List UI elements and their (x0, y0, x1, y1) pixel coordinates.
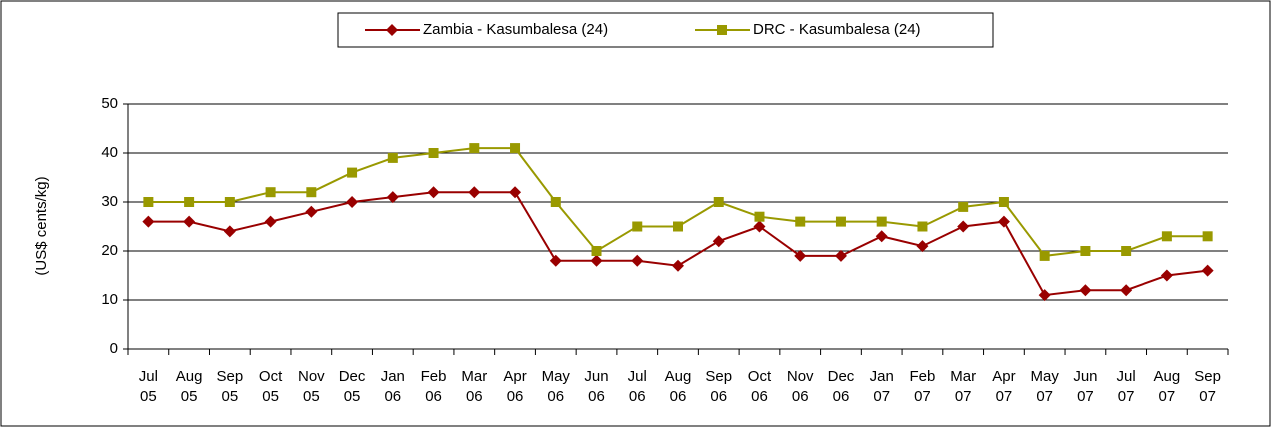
marker (142, 215, 155, 228)
marker (835, 216, 846, 227)
marker (875, 230, 888, 243)
marker (958, 201, 969, 212)
marker (1202, 231, 1213, 242)
x-tick-label: Jul 06 (627, 368, 647, 405)
x-tick-label: Aug 05 (175, 368, 203, 405)
x-tick-label: Sep 05 (216, 368, 244, 405)
marker (469, 143, 480, 154)
y-tick-label: 40 (101, 144, 118, 161)
marker (917, 221, 928, 232)
marker (1121, 246, 1132, 256)
x-tick-label: Jan 07 (869, 368, 894, 405)
marker (672, 259, 684, 272)
marker (264, 215, 277, 228)
x-tick-label: Dec 06 (827, 368, 855, 405)
marker (712, 235, 725, 248)
marker (347, 167, 358, 178)
marker (386, 191, 399, 204)
marker (1120, 284, 1133, 297)
x-tick-label: Nov 05 (297, 368, 325, 405)
marker (795, 216, 806, 227)
marker (346, 196, 359, 208)
x-tick-label: Oct 05 (258, 368, 283, 405)
marker (143, 197, 154, 207)
x-tick-label: Mar 06 (461, 368, 488, 405)
x-tick-label: Sep 06 (705, 368, 733, 405)
marker (957, 220, 970, 233)
marker (1161, 231, 1172, 242)
x-tick-label: Sep 07 (1194, 368, 1221, 405)
x-tick-label: Jan 06 (380, 368, 405, 405)
marker (1160, 269, 1173, 282)
marker (717, 25, 727, 35)
y-tick-label: 30 (101, 193, 118, 210)
x-tick-label: Oct 06 (747, 368, 772, 405)
marker (1079, 284, 1092, 297)
x-tick-label: Apr 06 (503, 368, 527, 405)
marker (916, 240, 929, 253)
marker (183, 215, 196, 228)
x-tick-label: Feb 07 (909, 368, 936, 405)
marker (387, 152, 398, 163)
marker (590, 254, 603, 267)
marker (427, 186, 440, 199)
marker (306, 187, 317, 198)
marker (265, 187, 276, 198)
x-tick-label: Mar 07 (950, 368, 977, 405)
y-axis-label: (US$ cents/kg) (33, 176, 50, 275)
marker (510, 143, 521, 154)
marker (1038, 289, 1051, 302)
marker (713, 197, 724, 207)
x-tick-label: Aug 06 (664, 368, 692, 405)
y-tick-label: 0 (110, 340, 118, 357)
x-tick-label: Jul 05 (138, 368, 158, 405)
x-tick-label: May 07 (1030, 368, 1059, 405)
marker (998, 197, 1009, 207)
legend-label: DRC - Kasumbalesa (24) (753, 21, 921, 38)
marker (834, 249, 847, 262)
marker (1201, 264, 1214, 277)
marker (754, 211, 765, 222)
marker (386, 24, 398, 36)
marker (1039, 250, 1050, 261)
x-tick-label: Nov 06 (786, 368, 814, 405)
marker (224, 197, 235, 207)
legend-box (337, 12, 994, 48)
x-tick-label: Jul 07 (1116, 368, 1136, 405)
x-tick-label: Feb 06 (420, 368, 447, 405)
marker (468, 186, 481, 199)
marker (753, 220, 766, 233)
marker (305, 205, 318, 218)
x-tick-label: May 06 (541, 368, 570, 405)
marker (549, 254, 562, 267)
marker (673, 221, 683, 232)
marker (223, 225, 236, 238)
marker (631, 254, 644, 267)
marker (509, 186, 522, 199)
marker (876, 216, 887, 227)
y-tick-label: 50 (101, 95, 118, 112)
marker (794, 249, 807, 262)
marker (997, 215, 1010, 228)
marker (1080, 246, 1091, 256)
legend-label: Zambia - Kasumbalesa (24) (423, 21, 608, 38)
y-tick-label: 10 (101, 291, 118, 308)
x-tick-label: Apr 07 (992, 368, 1016, 405)
x-tick-label: Jun 07 (1073, 368, 1098, 405)
x-tick-label: Dec 05 (338, 368, 366, 405)
marker (632, 221, 643, 232)
marker (428, 148, 439, 158)
marker (550, 197, 561, 207)
x-tick-label: Jun 06 (584, 368, 609, 405)
y-tick-label: 20 (101, 242, 118, 259)
marker (184, 197, 195, 207)
marker (591, 246, 602, 256)
x-tick-label: Aug 07 (1153, 368, 1181, 405)
